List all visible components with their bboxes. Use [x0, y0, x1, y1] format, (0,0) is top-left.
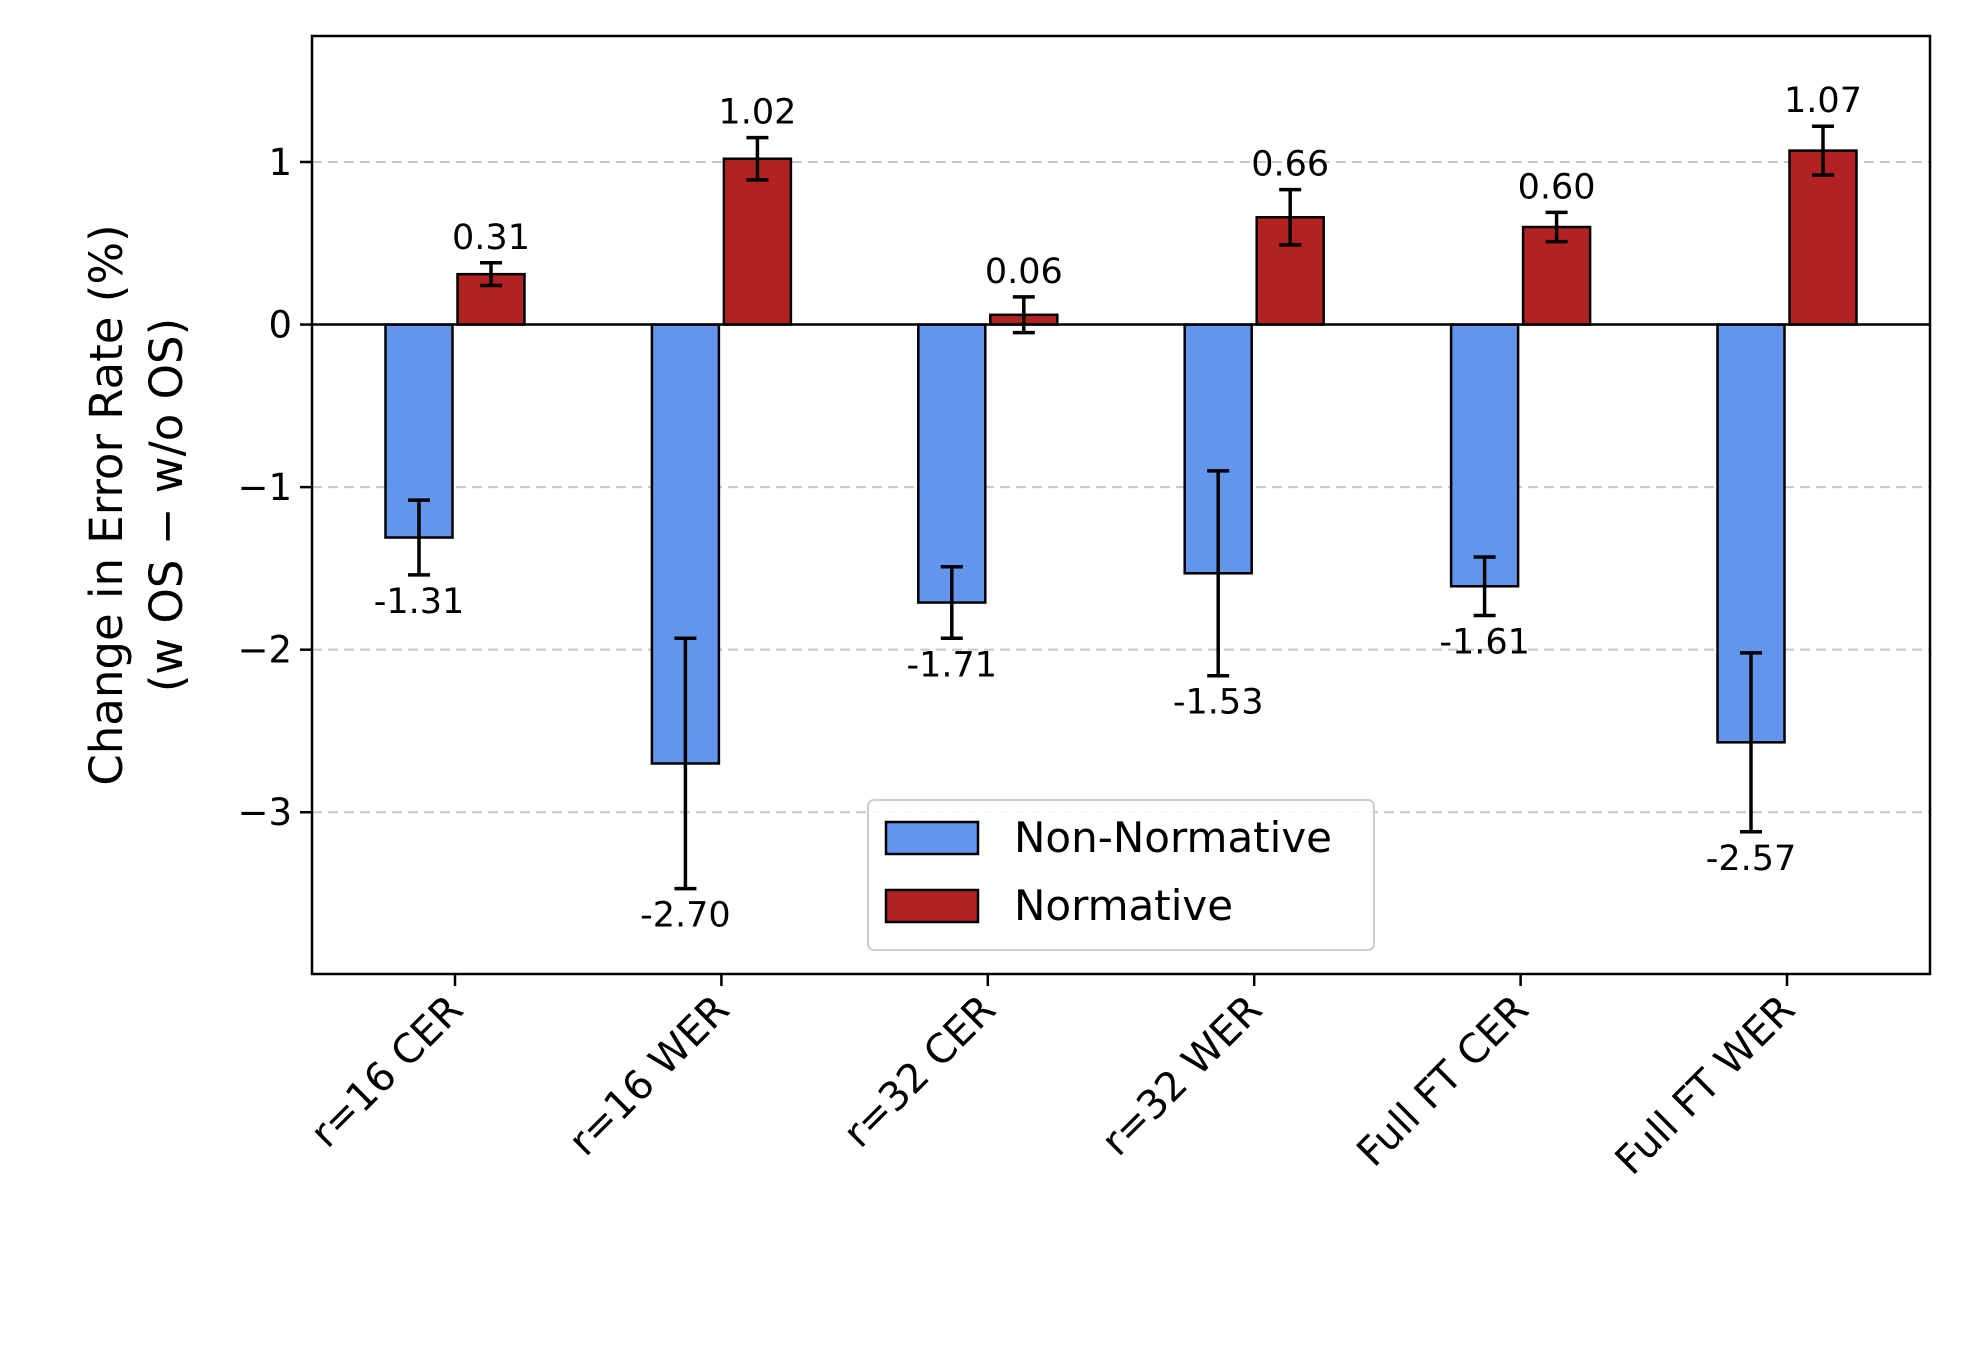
data-label: 0.06: [985, 252, 1063, 292]
legend-label-non-normative: Non-Normative: [1014, 813, 1332, 862]
data-label: -1.53: [1173, 683, 1264, 723]
legend-swatch-normative: [884, 888, 980, 924]
data-label: -1.31: [374, 582, 465, 622]
y-tick-label: −2: [237, 629, 292, 672]
y-axis-title: Change in Error Rate (%): [80, 224, 133, 785]
data-label: 0.31: [452, 218, 530, 258]
data-label: -1.61: [1439, 623, 1530, 663]
legend-swatch-non-normative: [884, 820, 980, 856]
data-label: -2.70: [640, 896, 731, 936]
x-tick-label: Full FT WER: [1607, 987, 1804, 1184]
x-tick-label: r=16 WER: [560, 987, 738, 1165]
error-bars: [408, 124, 1834, 891]
y-tick-label: 1: [268, 141, 292, 184]
x-tick-label: Full FT CER: [1348, 987, 1537, 1176]
data-label: -2.57: [1706, 839, 1797, 879]
gridlines: [312, 160, 1930, 814]
data-label: 1.07: [1784, 81, 1862, 121]
legend: Non-Normative Normative: [867, 799, 1375, 951]
data-label: -1.71: [907, 645, 998, 685]
y-axis: −3 −2 −1 0 1: [237, 141, 312, 834]
legend-label-normative: Normative: [1014, 881, 1233, 930]
bar-non-normative: [917, 323, 987, 604]
data-label: 1.02: [718, 93, 796, 133]
legend-frame: [867, 799, 1375, 951]
x-tick-label: r=16 CER: [302, 987, 472, 1157]
x-axis: r=16 CER r=16 WER r=32 CER r=32 WER Full FT …: [302, 974, 1804, 1184]
data-label: 0.60: [1518, 167, 1596, 207]
bar-non-normative: [1449, 323, 1520, 588]
y-tick-label: −3: [237, 791, 292, 834]
data-label: 0.66: [1251, 145, 1329, 185]
x-tick-label: r=32 WER: [1093, 987, 1271, 1165]
bar-normative: [722, 157, 793, 326]
y-axis-subtitle: (w OS − w/o OS): [140, 318, 193, 692]
x-tick-label: r=32 CER: [835, 987, 1005, 1157]
plot-area-frame: [310, 34, 1932, 976]
y-tick-label: 0: [268, 304, 292, 347]
bars: [384, 149, 1858, 765]
y-tick-label: −1: [237, 466, 292, 509]
data-labels: -1.31 -2.70 -1.71 -1.53 -1.61 -2.57 0.31 1.02 0.…: [374, 81, 1862, 935]
